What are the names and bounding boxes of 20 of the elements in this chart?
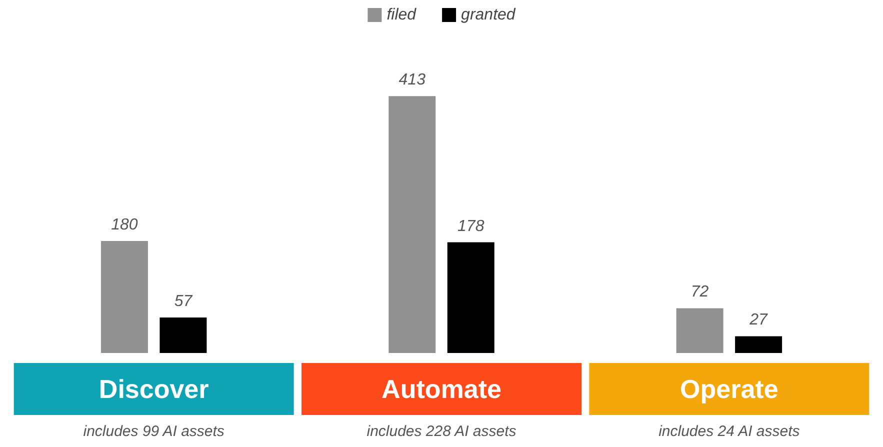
bar <box>388 96 436 353</box>
legend-label: granted <box>461 6 516 24</box>
bar <box>447 242 494 353</box>
text: includes 24 AI assets <box>658 423 800 440</box>
bar <box>160 318 207 353</box>
data-label: 180 <box>111 216 138 234</box>
x-tick-label: Automate <box>382 374 502 404</box>
data-label: 72 <box>690 284 709 301</box>
bar <box>735 336 782 353</box>
x-tick-label: Operate <box>680 374 778 404</box>
text: includes 99 AI assets <box>83 423 225 440</box>
legend-label: filed <box>386 6 418 24</box>
data-label: 178 <box>458 218 484 235</box>
data-label: 57 <box>174 293 194 310</box>
bar <box>100 241 148 353</box>
data-label: 413 <box>398 72 426 89</box>
text: includes 228 AI assets <box>366 423 517 440</box>
bar <box>676 308 724 353</box>
x-tick-label: Discover <box>98 374 209 404</box>
data-label: 27 <box>748 312 769 329</box>
